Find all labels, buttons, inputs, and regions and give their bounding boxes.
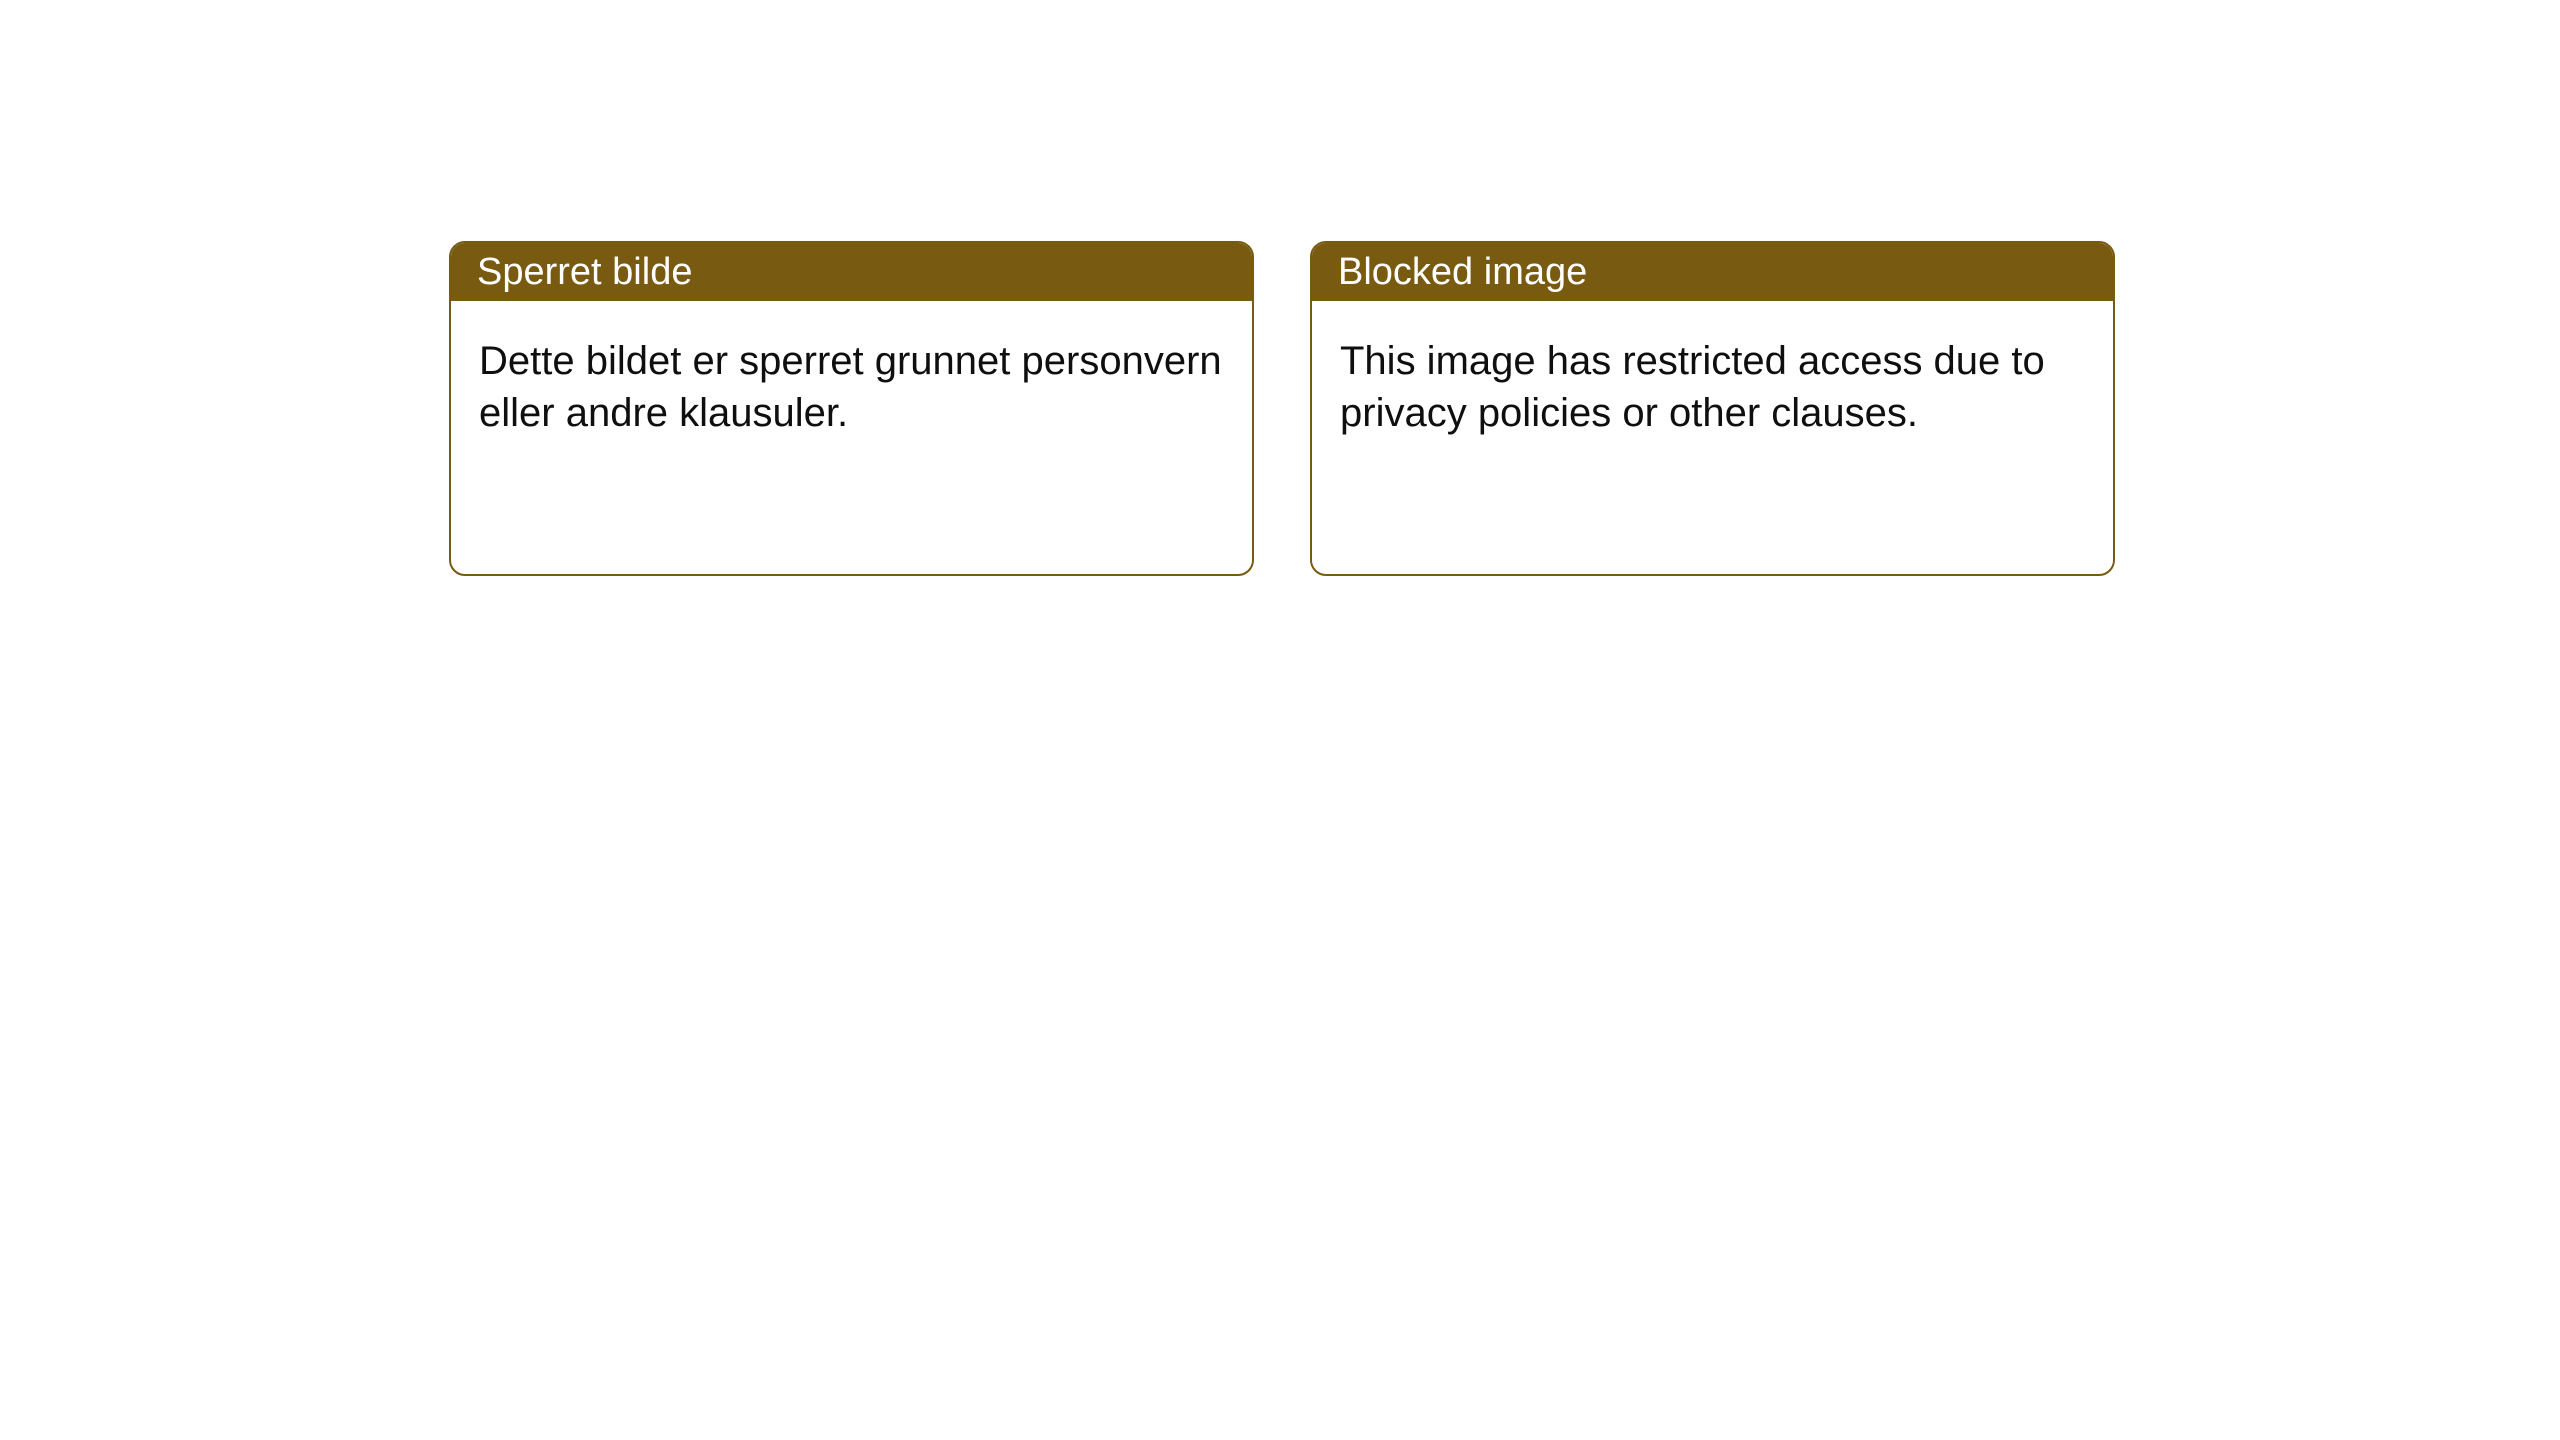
notice-title: Sperret bilde — [477, 251, 692, 294]
notice-header: Blocked image — [1312, 243, 2113, 301]
notice-box-english: Blocked image This image has restricted … — [1310, 241, 2115, 576]
notice-body-text: Dette bildet er sperret grunnet personve… — [479, 339, 1222, 435]
notice-body-text: This image has restricted access due to … — [1340, 339, 2045, 435]
notice-title: Blocked image — [1338, 251, 1587, 294]
notice-header: Sperret bilde — [451, 243, 1252, 301]
notice-container: Sperret bilde Dette bildet er sperret gr… — [0, 0, 2560, 576]
notice-body: This image has restricted access due to … — [1312, 301, 2113, 473]
notice-box-norwegian: Sperret bilde Dette bildet er sperret gr… — [449, 241, 1254, 576]
notice-body: Dette bildet er sperret grunnet personve… — [451, 301, 1252, 473]
